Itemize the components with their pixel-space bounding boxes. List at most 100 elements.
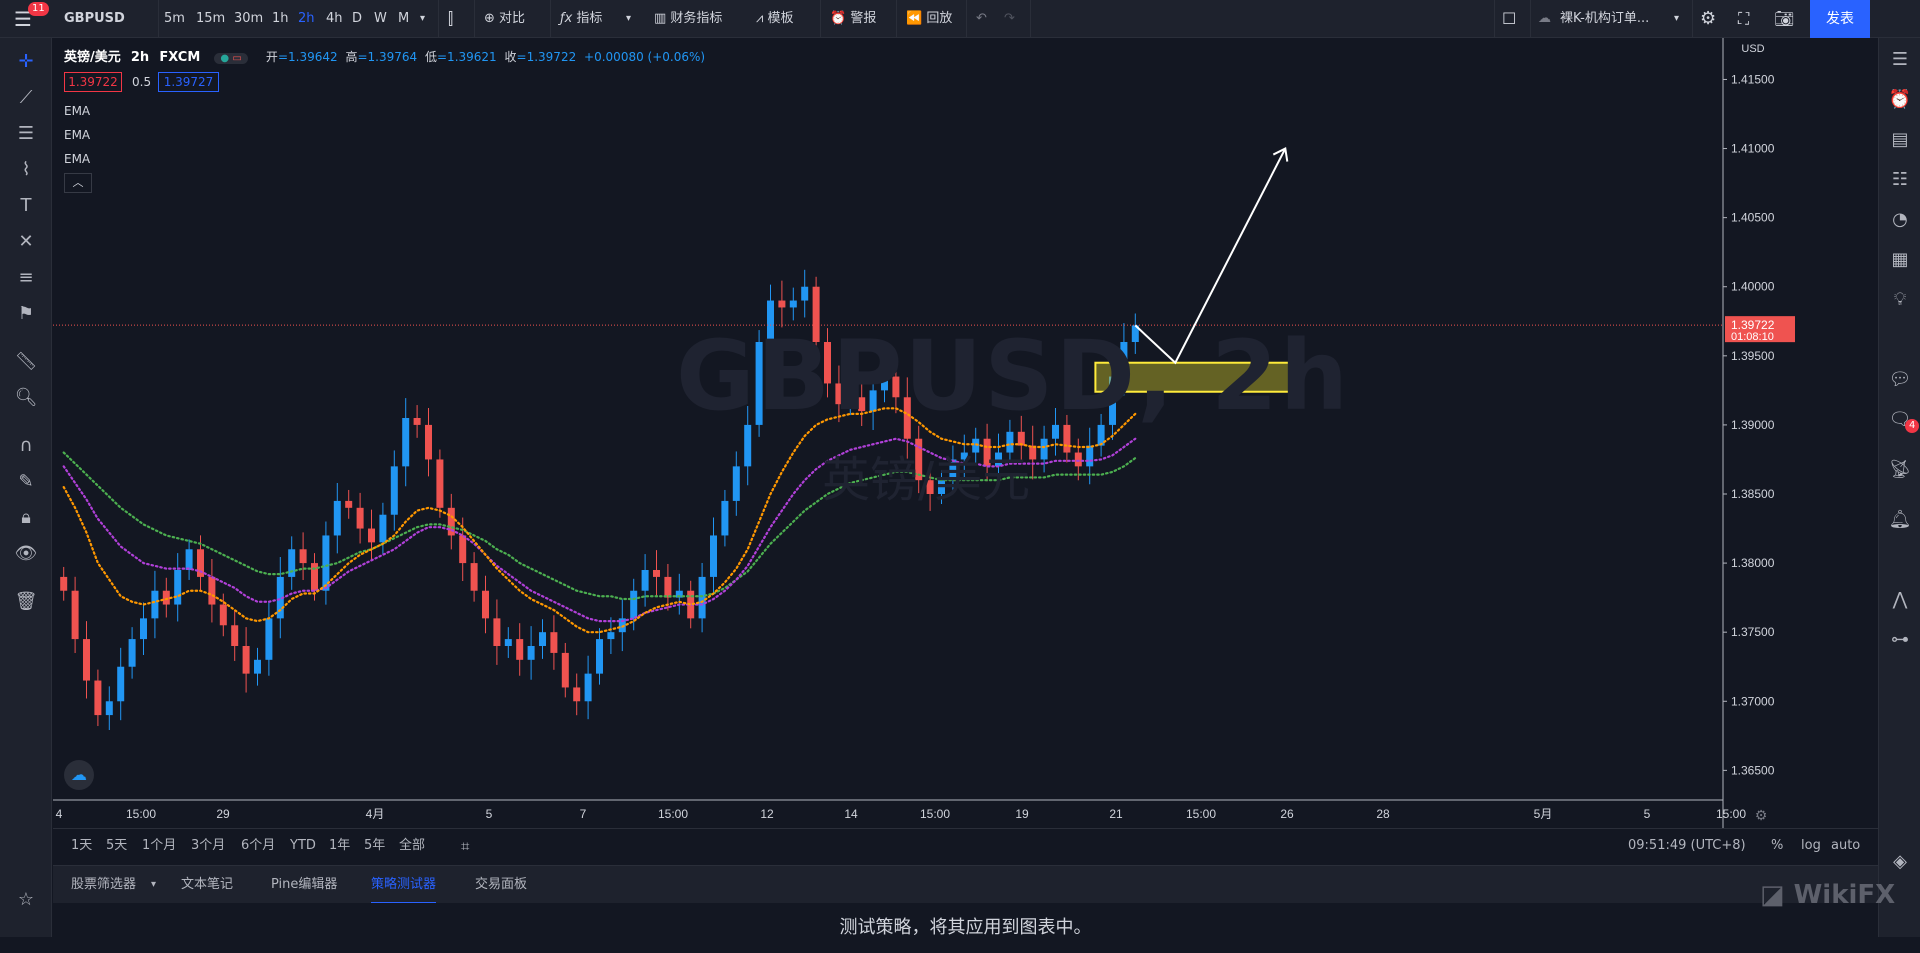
candle-body	[903, 397, 911, 439]
layout-toggle-icon[interactable]: ☐	[1502, 9, 1517, 28]
interval-15m[interactable]: 15m	[196, 11, 226, 26]
bell-icon[interactable]: 🔔︎	[1888, 509, 1912, 530]
chat-icon[interactable]: 💬︎	[1888, 369, 1912, 390]
candle-body	[641, 570, 649, 591]
range-4[interactable]: 6个月	[241, 838, 276, 853]
publish-button[interactable]: 发表	[1810, 0, 1870, 38]
calendar-icon[interactable]: ▦	[1891, 249, 1909, 270]
goto-date-icon[interactable]: ⌗	[461, 837, 470, 855]
camera-icon[interactable]: 📷︎	[1774, 9, 1795, 28]
collapse-legend-button[interactable]: ︿	[64, 173, 92, 193]
range-6[interactable]: 1年	[329, 838, 351, 853]
range-5[interactable]: YTD	[290, 838, 316, 853]
tab-3[interactable]: 策略测试器	[371, 866, 437, 904]
signals-icon[interactable]: ⋀	[1892, 589, 1908, 610]
range-7[interactable]: 5年	[364, 838, 386, 853]
market-status-badge[interactable]: ● ▭	[214, 53, 248, 64]
range-3[interactable]: 3个月	[191, 838, 226, 853]
alarm-clock-icon[interactable]: ⏰	[1888, 89, 1912, 110]
alert-button[interactable]: ⏰ 警报	[830, 11, 877, 26]
ema-label-1[interactable]: EMA	[64, 104, 91, 118]
fullscreen-icon[interactable]: ⛶	[1738, 9, 1750, 28]
trash-icon[interactable]: 🗑︎	[14, 591, 38, 612]
wikifx-watermark: ◪ WikiFX	[1760, 880, 1896, 910]
redo-icon[interactable]: ↷	[1004, 11, 1015, 26]
clock-readout[interactable]: 09:51:49 (UTC+8)	[1628, 838, 1746, 853]
auto-toggle[interactable]: auto	[1831, 838, 1861, 853]
symbol-search[interactable]: GBPUSD	[64, 11, 125, 26]
menu-icon[interactable]: ☰	[14, 7, 32, 31]
news-icon[interactable]: ☷	[1891, 169, 1909, 190]
sell-price-box[interactable]: 1.39722	[64, 72, 122, 92]
undo-icon[interactable]: ↶	[976, 11, 987, 26]
candle-body	[208, 576, 216, 605]
interval-M[interactable]: M	[398, 11, 410, 26]
candle-body	[1063, 424, 1071, 453]
pattern-tool-icon[interactable]: ⌇	[21, 159, 31, 180]
interval-30m[interactable]: 30m	[234, 11, 264, 26]
settings-icon[interactable]: ⚙	[1700, 8, 1717, 29]
interval-5m[interactable]: 5m	[164, 11, 185, 26]
candle-type-icon[interactable]: ⫿	[448, 9, 454, 28]
range-0[interactable]: 1天	[71, 838, 93, 853]
star-icon[interactable]: ☆	[17, 889, 35, 910]
pattern-xabcd-icon[interactable]: ✕	[18, 231, 34, 252]
legend-name[interactable]: 英镑/美元	[64, 50, 121, 65]
candle-body	[596, 639, 603, 674]
tab-1[interactable]: 文本笔记	[181, 877, 234, 892]
tab-4[interactable]: 交易面板	[475, 877, 528, 892]
fib-tool-icon[interactable]: ☰	[17, 123, 35, 144]
layout-name[interactable]: 裸K-机构订单...	[1560, 11, 1650, 26]
trend-line-icon[interactable]: ⟋	[19, 87, 33, 108]
tradingview-logo[interactable]: ☁	[64, 760, 94, 790]
log-toggle[interactable]: log	[1801, 838, 1821, 853]
financials-button[interactable]: ▥ 财务指标	[654, 11, 723, 26]
interval-1h[interactable]: 1h	[272, 11, 289, 26]
indicators-button[interactable]: ƒx 指标	[560, 11, 603, 26]
interval-4h[interactable]: 4h	[326, 11, 343, 26]
stay-drawing-icon[interactable]: ✎	[18, 471, 34, 492]
range-8[interactable]: 全部	[399, 838, 426, 853]
streams-icon[interactable]: 📡︎	[1888, 459, 1912, 480]
layers-icon[interactable]: ◈	[1893, 851, 1907, 872]
ruler-icon[interactable]: 📏︎	[14, 351, 38, 372]
range-1[interactable]: 5天	[106, 838, 128, 853]
dom-icon[interactable]: ⊶	[1891, 629, 1909, 650]
lock-icon[interactable]: 🔒︎	[21, 507, 31, 528]
watchlist-icon[interactable]: ☰	[1891, 49, 1909, 70]
cloud-icon: ☁	[1538, 11, 1551, 26]
data-window-icon[interactable]: ▤	[1891, 129, 1909, 150]
interval-D[interactable]: D	[352, 11, 363, 26]
compare-button[interactable]: ⊕ 对比	[484, 11, 526, 26]
interval-2h[interactable]: 2h	[298, 11, 315, 26]
range-2[interactable]: 1个月	[142, 838, 177, 853]
idea-icon[interactable]: 💡︎	[1893, 289, 1907, 310]
ema-label-3[interactable]: EMA	[64, 152, 91, 166]
text-tool-icon[interactable]: T	[20, 195, 32, 216]
ema-label-2[interactable]: EMA	[64, 128, 91, 142]
indicators-dropdown-icon[interactable]: ▾	[626, 13, 632, 24]
interval-dropdown-icon[interactable]: ▾	[420, 13, 426, 24]
tab-0[interactable]: 股票筛选器	[71, 877, 137, 892]
magnet-icon[interactable]: ∩	[19, 435, 33, 456]
replay-button[interactable]: ⏪ 回放	[906, 11, 953, 26]
interval-W[interactable]: W	[374, 11, 387, 26]
hotlist-icon[interactable]: ◔	[1892, 209, 1908, 230]
crosshair-icon[interactable]: ✛	[18, 51, 34, 72]
tab-2[interactable]: Pine编辑器	[271, 877, 338, 892]
eye-icon[interactable]: 👁︎	[14, 543, 38, 564]
candle-body	[527, 646, 535, 660]
icon-tool-icon[interactable]: ⚑	[17, 303, 35, 324]
templates-button[interactable]: ⩘ 模板	[756, 11, 794, 26]
layout-dropdown-icon[interactable]: ▾	[1674, 13, 1680, 24]
percent-toggle[interactable]: %	[1771, 838, 1784, 853]
buy-price-box[interactable]: 1.39727	[158, 72, 219, 92]
fx-icon: ƒx	[560, 11, 577, 26]
axis-settings-icon[interactable]: ⚙	[1755, 808, 1768, 824]
zoom-icon[interactable]: 🔍︎	[14, 387, 38, 408]
screener-dropdown-icon[interactable]: ▾	[151, 879, 157, 890]
candle-body	[960, 452, 968, 460]
prediction-tool-icon[interactable]: ≡	[18, 267, 34, 288]
chart-canvas[interactable]: 1.41500 1.41000 1.40500 1.40000 1.39500 1.390…	[53, 38, 1801, 828]
chart-pane[interactable]: 1.41500 1.41000 1.40500 1.40000 1.39500 1.390…	[53, 38, 1801, 828]
